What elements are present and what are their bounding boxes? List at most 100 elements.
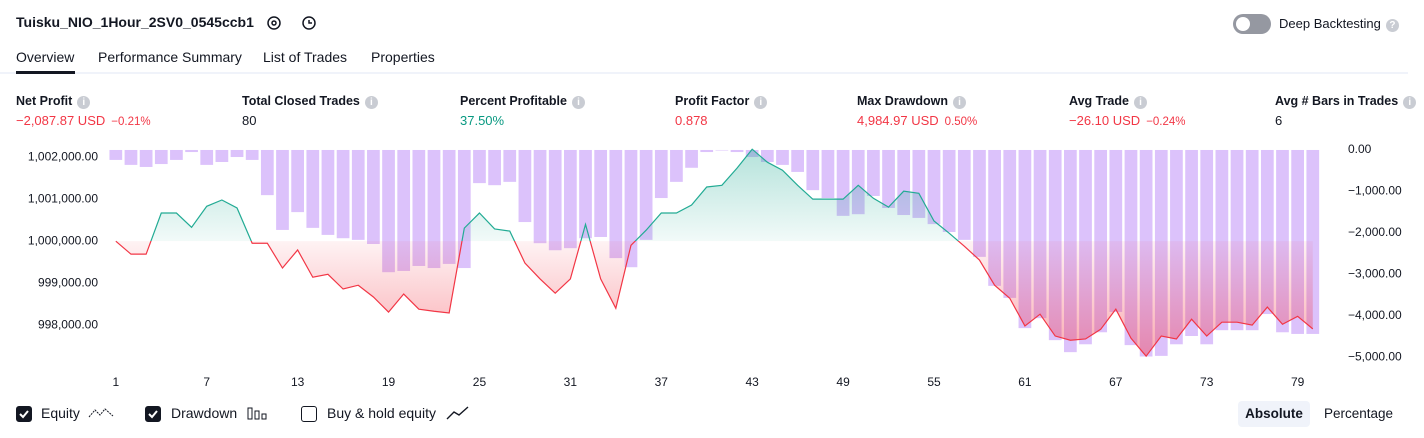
metric-label: Percent Profitable i: [460, 94, 585, 109]
metric-label-text: Max Drawdown: [857, 94, 948, 108]
x-tick-label: 49: [836, 375, 850, 389]
header-icons: [267, 16, 316, 30]
tab[interactable]: List of Trades: [263, 49, 348, 65]
drawdown-bar: [942, 149, 956, 233]
drawdown-bar: [867, 149, 880, 196]
tab[interactable]: Properties: [371, 49, 435, 65]
metric-label-text: Avg Trade: [1069, 94, 1129, 108]
tab-rule: [0, 72, 1408, 74]
drawdown-bar: [351, 149, 365, 240]
drawdown-bar: [473, 149, 486, 184]
drawdown-bar: [215, 149, 229, 162]
drawdown-bar: [639, 149, 653, 240]
metric-value-text: −26.10 USD: [1069, 113, 1141, 128]
x-tick-label: 31: [564, 375, 578, 389]
tab[interactable]: Performance Summary: [98, 49, 242, 65]
legend-item[interactable]: Drawdown: [145, 405, 269, 422]
metric-value: −26.10 USD −0.24%: [1069, 113, 1186, 128]
checkbox[interactable]: [16, 406, 32, 422]
metric-value-text: −2,087.87 USD: [16, 113, 106, 128]
x-tick-label: 1: [112, 375, 119, 389]
drawdown-bar: [230, 149, 244, 158]
x-tick-label: 25: [473, 375, 487, 389]
x-tick-label: 43: [746, 375, 760, 389]
drawdown-bar: [306, 149, 320, 228]
metric-value: 37.50%: [460, 113, 505, 128]
mode-button[interactable]: Percentage: [1324, 406, 1394, 421]
metric-label: Avg # Bars in Trades i: [1275, 94, 1417, 109]
y-tick-label: 999,000.00: [38, 275, 98, 289]
drawdown-bar: [442, 149, 456, 264]
x-tick-label: 37: [655, 375, 669, 389]
legend-label: Drawdown: [171, 405, 238, 421]
metric-change: −0.21%: [111, 116, 151, 128]
x-tick-label: 67: [1109, 375, 1123, 389]
metric-label: Net Profit i: [16, 94, 91, 109]
drawdown-bar: [260, 149, 274, 196]
metric-value: −2,087.87 USD −0.21%: [16, 113, 151, 128]
drawdown-bar: [730, 149, 744, 153]
checkbox[interactable]: [301, 406, 317, 422]
drawdown-bar: [654, 149, 668, 199]
legend-icon: [88, 408, 114, 418]
tab-underline: [16, 71, 75, 74]
drawdown-bar: [685, 149, 698, 168]
y2-tick-label: −3,000.00: [1348, 266, 1402, 280]
y-tick-label: 998,000.00: [38, 317, 98, 331]
y-tick-label: 1,000,000.00: [28, 233, 98, 247]
drawdown-bar: [170, 149, 183, 160]
equity-line: [115, 148, 1314, 358]
drawdown-bar: [791, 149, 804, 172]
drawdown-bar: [185, 149, 198, 153]
drawdown-bar: [973, 149, 986, 257]
drawdown-bar: [927, 149, 941, 225]
metric-label-text: Net Profit: [16, 94, 73, 108]
y2-tick-label: −2,000.00: [1348, 225, 1402, 239]
y2-tick-label: 0.00: [1348, 142, 1372, 156]
metric-label: Total Closed Trades i: [242, 94, 378, 109]
tab[interactable]: Overview: [16, 49, 75, 65]
x-tick-label: 19: [382, 375, 396, 389]
drawdown-bar: [427, 149, 441, 269]
y2-tick-label: −1,000.00: [1348, 184, 1402, 198]
drawdown-bar: [397, 149, 411, 271]
y-tick-label: 1,002,000.00: [28, 149, 98, 163]
drawdown-bar: [291, 149, 304, 213]
metric-label: Max Drawdown i: [857, 94, 966, 109]
drawdown-bar: [700, 149, 714, 153]
drawdown-bar: [548, 149, 562, 251]
drawdown-bar: [821, 149, 835, 199]
x-tick-label: 7: [203, 375, 210, 389]
x-tick-label: 73: [1200, 375, 1214, 389]
deep-backtesting-label: Deep Backtesting: [1279, 16, 1381, 31]
drawdown-bar: [806, 149, 820, 191]
drawdown-bar: [670, 149, 683, 182]
legend-icon: [446, 406, 469, 420]
drawdown-bar: [139, 149, 153, 167]
legend-item[interactable]: Buy & hold equity: [301, 405, 470, 422]
drawdown-bar: [503, 149, 517, 182]
metric-value: 4,984.97 USD 0.50%: [857, 113, 977, 128]
drawdown-bar: [245, 149, 259, 160]
y-tick-label: 1,001,000.00: [28, 191, 98, 205]
drawdown-bar: [594, 149, 608, 237]
metric-value-text: 4,984.97 USD: [857, 113, 939, 128]
x-tick-label: 13: [291, 375, 305, 389]
drawdown-bar: [336, 149, 350, 239]
checkbox[interactable]: [145, 406, 161, 422]
metric-value: 0.878: [675, 113, 708, 128]
toggle[interactable]: [1233, 14, 1271, 34]
legend-label: Buy & hold equity: [327, 405, 436, 421]
metric-change: 0.50%: [944, 116, 978, 128]
metric-label: Avg Trade i: [1069, 94, 1147, 109]
drawdown-bar: [957, 149, 971, 240]
y2-tick-label: −5,000.00: [1348, 349, 1402, 363]
mode-button[interactable]: Absolute: [1238, 401, 1310, 427]
drawdown-bar: [776, 149, 789, 165]
drawdown-bar: [882, 149, 895, 208]
metric-label-text: Profit Factor: [675, 94, 750, 108]
drawdown-bar: [124, 149, 138, 165]
legend-item[interactable]: Equity: [16, 405, 114, 422]
drawdown-bar: [579, 149, 592, 239]
